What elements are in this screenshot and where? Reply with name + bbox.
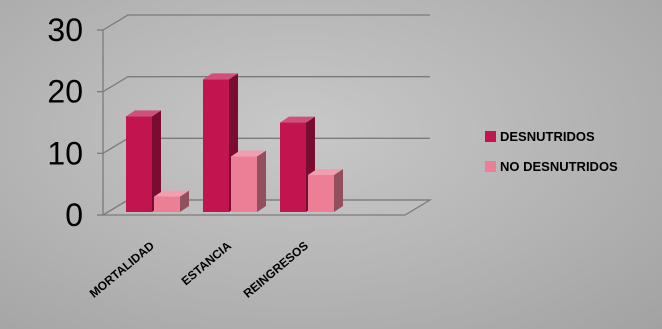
legend-swatch bbox=[485, 161, 496, 172]
y-tick-labels: 0 10 20 30 bbox=[47, 12, 83, 233]
x-tick-label: ESTANCIA bbox=[179, 238, 235, 288]
legend: DESNUTRIDOS NO DESNUTRIDOS bbox=[485, 129, 618, 174]
y-tick-label: 20 bbox=[47, 74, 83, 110]
x-tick-label: REINGRESOS bbox=[241, 239, 311, 301]
bar-layer bbox=[126, 73, 343, 213]
gridline bbox=[102, 76, 430, 93]
legend-label: DESNUTRIDOS bbox=[500, 129, 595, 144]
bar bbox=[154, 190, 189, 212]
legend-label: NO DESNUTRIDOS bbox=[500, 159, 618, 174]
bar bbox=[308, 169, 343, 212]
y-tick-label: 0 bbox=[65, 197, 83, 233]
legend-swatch bbox=[485, 131, 496, 142]
x-tick-labels: MORTALIDAD ESTANCIA REINGRESOS bbox=[87, 238, 311, 300]
gridline bbox=[102, 14, 430, 31]
bar bbox=[126, 110, 161, 212]
x-tick-label: MORTALIDAD bbox=[87, 238, 157, 300]
y-tick-label: 30 bbox=[47, 12, 83, 48]
bar bbox=[231, 150, 266, 212]
y-tick-label: 10 bbox=[47, 135, 83, 171]
